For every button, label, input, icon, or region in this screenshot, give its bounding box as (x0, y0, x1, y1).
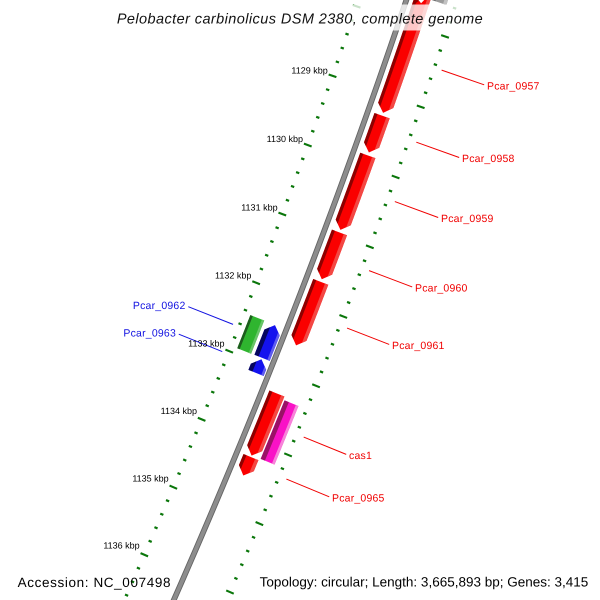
svg-text:Topology: circular; Length: 3,: Topology: circular; Length: 3,665,893 bp… (260, 574, 589, 589)
svg-text:Pcar_0957: Pcar_0957 (487, 80, 540, 92)
svg-text:Pcar_0959: Pcar_0959 (441, 213, 494, 225)
svg-text:1129 kbp: 1129 kbp (291, 65, 327, 75)
svg-text:1135 kbp: 1135 kbp (132, 473, 168, 483)
svg-text:1131 kbp: 1131 kbp (241, 202, 277, 212)
svg-text:Pelobacter carbinolicus DSM 23: Pelobacter carbinolicus DSM 2380, comple… (117, 11, 483, 27)
svg-text:1133 kbp: 1133 kbp (188, 339, 224, 349)
svg-text:1130 kbp: 1130 kbp (267, 134, 303, 144)
svg-text:1134 kbp: 1134 kbp (161, 406, 197, 416)
svg-text:Pcar_0965: Pcar_0965 (332, 493, 385, 505)
svg-text:Pcar_0961: Pcar_0961 (392, 340, 445, 352)
svg-text:Pcar_0962: Pcar_0962 (133, 300, 186, 312)
svg-text:Pcar_0963: Pcar_0963 (123, 328, 176, 340)
svg-text:Pcar_0958: Pcar_0958 (462, 153, 515, 165)
svg-text:1136 kbp: 1136 kbp (103, 540, 139, 550)
svg-text:1132 kbp: 1132 kbp (215, 271, 251, 281)
svg-text:cas1: cas1 (349, 450, 372, 462)
svg-text:Accession: NC_007498: Accession: NC_007498 (18, 575, 171, 590)
svg-text:Pcar_0960: Pcar_0960 (415, 283, 468, 295)
